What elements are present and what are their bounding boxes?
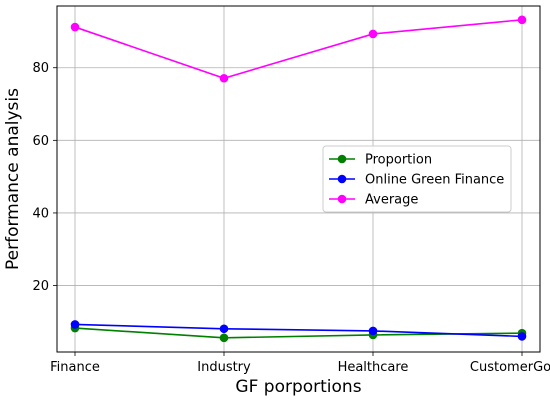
data-point <box>517 332 527 341</box>
data-point <box>219 73 229 83</box>
legend: Proportion Online Green Finance Average <box>322 145 512 213</box>
legend-label: Average <box>365 193 418 208</box>
legend-label: Proportion <box>365 153 432 168</box>
plot-frame <box>56 5 541 353</box>
grid-lines <box>57 6 540 352</box>
axis-ticks: Finance Industry Healthcare CustomerGoods 20… <box>32 61 550 375</box>
legend-box <box>322 145 512 213</box>
legend-label: Online Green Finance <box>365 173 504 188</box>
series-line <box>74 19 523 80</box>
series-line <box>74 323 523 338</box>
y-axis-label: Performance analysis <box>3 88 23 270</box>
legend-marker <box>337 154 347 164</box>
data-point <box>219 324 229 334</box>
legend-item: Average <box>329 193 418 208</box>
data-point <box>70 22 80 32</box>
y-tick-label: 20 <box>32 279 49 294</box>
y-tick-label: 60 <box>32 134 49 149</box>
y-tick-label: 40 <box>32 206 49 221</box>
y-tick-label: 80 <box>32 61 49 76</box>
data-point <box>70 320 80 329</box>
series-layer <box>70 15 527 343</box>
series-online-green-finance <box>70 320 527 341</box>
legend-marker <box>337 194 347 204</box>
x-tick-label: CustomerGoods <box>470 360 550 375</box>
x-tick-label: Finance <box>50 360 100 375</box>
data-point <box>517 15 527 25</box>
legend-item: Proportion <box>329 153 432 168</box>
data-point <box>368 326 378 336</box>
x-tick-label: Industry <box>197 360 251 375</box>
x-axis-label: GF porportions <box>235 377 361 397</box>
data-point <box>219 333 229 343</box>
legend-marker <box>337 174 347 184</box>
series-average <box>70 15 527 83</box>
x-tick-label: Healthcare <box>338 360 409 375</box>
legend-item: Online Green Finance <box>329 173 504 188</box>
data-point <box>368 29 378 39</box>
